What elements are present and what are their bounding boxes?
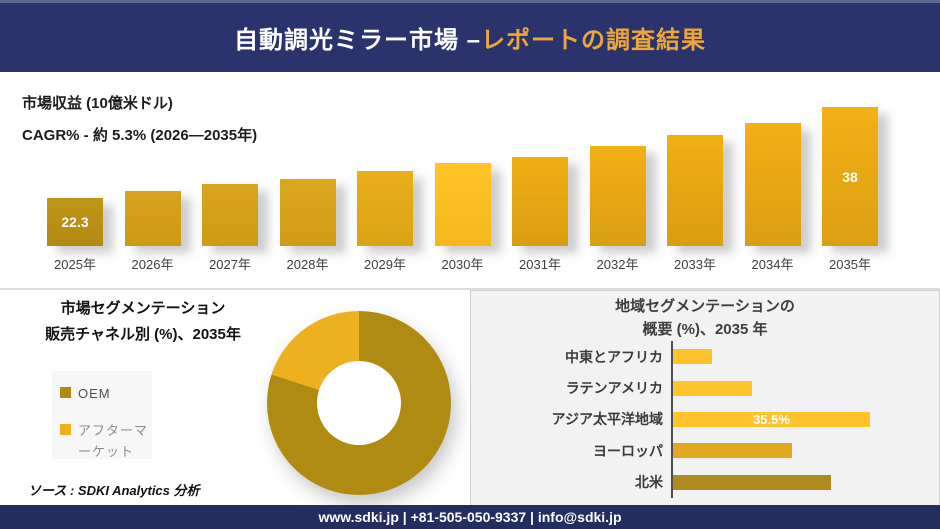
region-bar-track [671,341,934,373]
region-panel: 地域セグメンテーションの 概要 (%)、2035 年 中東とアフリカ ラテンアメリ… [470,290,940,507]
donut-legend: OEM アフターマーケット [52,371,152,459]
revenue-bar-column: 2028年 [279,179,336,272]
sales-channel-title-line1: 市場セグメンテーション [60,300,226,317]
revenue-bar-column: 2031年 [512,157,568,272]
revenue-bar-value-label: 38 [842,168,858,185]
region-label: 中東とアフリカ [565,348,663,365]
revenue-bar-column: 2033年 [667,135,723,272]
revenue-bar-value-label: 22.3 [61,214,89,230]
donut-hole [317,361,401,445]
sales-channel-panel: 市場セグメンテーション 販売チャネル別 (%)、2035年 OEM アフターマー… [0,290,470,507]
legend-label: OEM [78,386,111,401]
revenue-bar-column: 2027年 [202,184,258,272]
region-row: ラテンアメリカ [476,372,934,404]
revenue-bar-column: 2032年 [589,146,646,272]
legend-swatch [60,424,71,435]
revenue-bar-year-label: 2031年 [519,257,561,272]
revenue-bar-year-label: 2032年 [596,257,639,272]
revenue-chart-title: 市場収益 (10億米ドル) [22,95,173,112]
revenue-bar: 38 [822,107,878,246]
revenue-bar-year-label: 2030年 [441,257,484,272]
revenue-bar-year-label: 2033年 [674,257,716,272]
region-rows: 中東とアフリカ ラテンアメリカアジア太平洋地域 35.5% ヨーロッパ北米 [476,341,934,498]
revenue-chart-section: 市場収益 (10億米ドル) CAGR% - 約 5.3% (2026―2035年… [0,72,940,288]
revenue-bar: 22.3 [47,198,103,246]
revenue-bar-year-label: 2027年 [209,257,251,272]
revenue-bar [744,123,801,246]
revenue-bar-column: 22.3 2025年 [47,198,103,272]
revenue-bar-column: 2029年 [357,171,413,272]
bottom-section: 市場セグメンテーション 販売チャネル別 (%)、2035年 OEM アフターマー… [0,288,940,507]
region-row: ヨーロッパ [476,435,934,467]
region-label: ヨーロッパ [593,442,663,459]
revenue-bar [589,146,646,246]
region-bar: 35.5% [673,411,870,427]
region-bar-track [671,466,934,498]
region-bar [673,443,792,459]
region-row: 北米 [476,466,934,498]
revenue-bar [434,163,491,246]
region-label: ラテンアメリカ [565,380,663,397]
revenue-bar [279,179,336,246]
revenue-bar-column: 2030年 [434,163,491,272]
header-banner: 自動調光ミラー市場 –レポートの調査結果 [0,0,940,72]
page-title: 自動調光ミラー市場 –レポートの調査結果 [234,20,706,55]
region-chart-title-line1: 地域セグメンテーションの [615,298,795,315]
revenue-bar-year-label: 2034年 [751,257,794,272]
revenue-bar-column: 2026年 [124,191,181,272]
revenue-chart-cagr: CAGR% - 約 5.3% (2026―2035年) [22,127,258,144]
legend-item-aftermarket: アフターマーケット [60,420,152,462]
revenue-bar-year-label: 2029年 [364,257,406,272]
region-bar-track [671,372,934,404]
page-title-white: 自動調光ミラー市場 – [233,27,481,54]
revenue-bar-year-label: 2035年 [829,257,871,272]
revenue-bar [667,135,723,246]
source-note: ソース : SDKI Analytics 分析 [28,483,200,498]
revenue-bars: 22.3 2025年 2026年 2027年 2028年 2029年 2030年 2031年 2… [47,100,878,272]
region-label: アジア太平洋地域 [551,411,663,428]
region-bar-track: 35.5% [671,403,934,436]
revenue-bar-column: 38 2035年 [822,107,878,272]
legend-item-oem: OEM [60,383,152,404]
region-row: 中東とアフリカ [476,341,934,373]
donut-chart [267,311,451,495]
region-bar [673,380,752,396]
legend-swatch [60,387,71,398]
revenue-bar-year-label: 2025年 [54,257,96,272]
revenue-bar [512,157,568,246]
footer-contact-text: www.sdki.jp | +81-505-050-9337 | info@sd… [318,509,622,525]
revenue-bar-year-label: 2026年 [131,257,174,272]
region-bar-track [671,435,934,467]
region-label: 北米 [635,474,663,491]
revenue-bar [357,171,413,246]
region-bar-value-label: 35.5% [753,411,790,427]
sales-channel-title: 市場セグメンテーション 販売チャネル別 (%)、2035年 [12,296,274,348]
footer-bar: www.sdki.jp | +81-505-050-9337 | info@sd… [0,505,940,529]
revenue-bar-year-label: 2028年 [286,257,329,272]
region-chart-title-line2: 概要 (%)、2035 年 [642,321,768,338]
sales-channel-title-line2: 販売チャネル別 (%)、2035年 [45,326,241,343]
revenue-bar-column: 2034年 [744,123,801,272]
region-bar [673,349,712,365]
region-row: アジア太平洋地域 35.5% [476,403,934,436]
region-bar [673,474,831,490]
page-title-yellow: レポートの調査結果 [481,27,706,54]
legend-label: アフターマーケット [78,423,149,459]
revenue-bar [202,184,258,246]
revenue-bar [124,191,181,246]
region-chart-title: 地域セグメンテーションの 概要 (%)、2035 年 [471,295,939,341]
